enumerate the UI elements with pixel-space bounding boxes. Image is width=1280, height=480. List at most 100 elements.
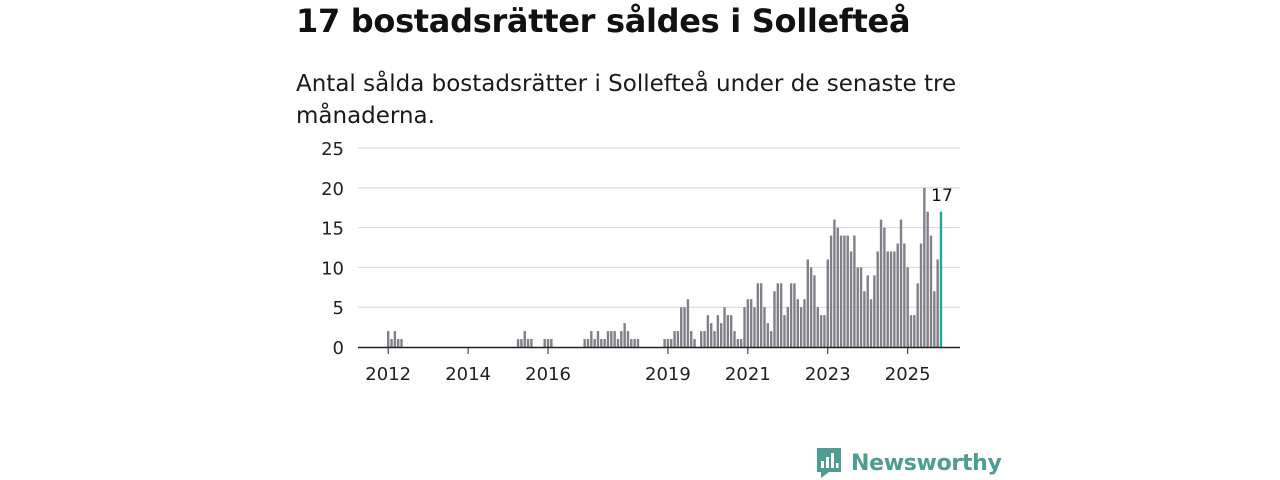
bar xyxy=(543,339,546,347)
x-tick-label: 2016 xyxy=(525,364,571,385)
bar xyxy=(766,323,770,347)
bar xyxy=(396,339,400,347)
bar xyxy=(583,339,586,347)
bar xyxy=(387,331,390,347)
bar xyxy=(729,315,733,347)
gridlines xyxy=(358,147,960,308)
bar xyxy=(866,275,869,347)
bar xyxy=(823,315,826,347)
bar xyxy=(673,331,676,347)
bar xyxy=(400,339,403,347)
bar xyxy=(666,339,670,347)
bar xyxy=(909,315,913,347)
bar xyxy=(756,283,760,347)
bar xyxy=(520,339,523,347)
bar xyxy=(683,307,686,347)
bar xyxy=(633,339,636,347)
newsworthy-brand: Newsworthy xyxy=(815,446,1002,480)
bar xyxy=(913,315,916,347)
bar xyxy=(846,235,849,347)
chart-title: 17 bostadsrätter såldes i Sollefteå xyxy=(296,2,911,40)
bar xyxy=(693,339,696,347)
bar xyxy=(716,315,720,347)
bar xyxy=(793,283,796,347)
bar xyxy=(906,267,909,347)
bar xyxy=(746,299,750,347)
bar xyxy=(613,331,616,347)
bar xyxy=(763,307,766,347)
bar xyxy=(706,315,710,347)
x-tick-label: 2014 xyxy=(445,364,491,385)
bar xyxy=(736,339,740,347)
bar xyxy=(676,331,680,347)
bar xyxy=(899,219,903,347)
bar xyxy=(390,339,393,347)
bar xyxy=(586,339,590,347)
bar xyxy=(926,211,929,347)
y-axis-ticks: 0 5 10 15 20 25 xyxy=(321,139,344,359)
bar xyxy=(886,251,889,347)
bar xyxy=(713,331,716,347)
bar xyxy=(799,307,803,347)
bar xyxy=(743,307,746,347)
x-axis-ticks: 2012 2014 2016 2019 2021 2023 2025 xyxy=(365,347,931,385)
bar xyxy=(839,235,843,347)
bar xyxy=(733,331,736,347)
bar xyxy=(753,307,756,347)
bar xyxy=(903,243,906,347)
bar xyxy=(809,267,813,347)
bar xyxy=(720,323,723,347)
x-tick-label: 2012 xyxy=(365,364,411,385)
bar xyxy=(606,331,610,347)
bar xyxy=(879,219,883,347)
bar xyxy=(550,339,553,347)
bar xyxy=(749,299,753,347)
bar xyxy=(849,251,853,347)
x-tick-label: 2019 xyxy=(645,364,691,385)
brand-name: Newsworthy xyxy=(851,450,1002,476)
bar xyxy=(516,339,520,347)
chart-subtitle: Antal sålda bostadsrätter i Sollefteå un… xyxy=(296,71,957,129)
bar xyxy=(703,331,706,347)
bar xyxy=(889,251,893,347)
bar xyxy=(779,283,783,347)
bar xyxy=(916,283,919,347)
bar xyxy=(936,259,939,347)
bar xyxy=(616,339,620,347)
bar xyxy=(590,331,593,347)
bar xyxy=(670,339,673,347)
y-tick-label: 15 xyxy=(321,219,344,240)
bar xyxy=(783,315,786,347)
bar xyxy=(883,227,886,347)
bars xyxy=(387,187,943,347)
bar xyxy=(896,243,899,347)
y-tick-label: 5 xyxy=(333,298,344,319)
bar xyxy=(690,331,693,347)
bar xyxy=(769,331,773,347)
bar xyxy=(843,235,846,347)
bar xyxy=(620,331,623,347)
bar xyxy=(739,339,743,347)
bar xyxy=(786,307,789,347)
bar xyxy=(816,307,819,347)
y-tick-label: 25 xyxy=(321,139,344,160)
bar xyxy=(789,283,793,347)
bar xyxy=(523,331,526,347)
bar xyxy=(546,339,550,347)
bar xyxy=(813,275,816,347)
bar xyxy=(863,291,866,347)
bar xyxy=(700,331,703,347)
bar xyxy=(773,291,776,347)
bar xyxy=(919,243,923,347)
bar xyxy=(803,299,806,347)
bar-highlight xyxy=(939,211,943,347)
bar xyxy=(610,331,613,347)
bar xyxy=(680,307,683,347)
bar xyxy=(663,339,666,347)
bar xyxy=(723,307,726,347)
bar xyxy=(623,323,626,347)
bar xyxy=(600,339,603,347)
bar xyxy=(829,235,833,347)
bar xyxy=(856,267,859,347)
